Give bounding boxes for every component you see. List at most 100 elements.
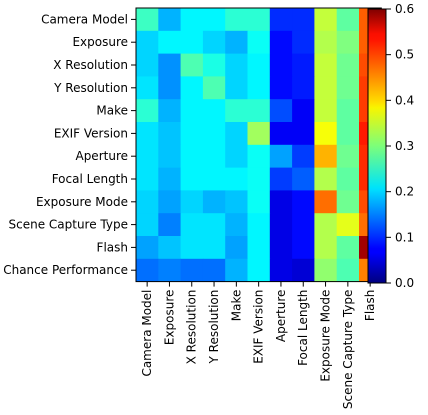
row-label: Make	[96, 104, 128, 118]
heatmap-cell	[136, 122, 159, 146]
heatmap-cell	[292, 30, 315, 54]
heatmap-cell	[269, 236, 293, 260]
column-label: Flash	[363, 290, 377, 321]
heatmap-cell	[269, 30, 293, 54]
heatmap-cell	[314, 190, 338, 214]
heatmap-cell	[314, 213, 338, 237]
heatmap-cell	[225, 213, 248, 237]
heatmap-cell	[247, 76, 271, 100]
heatmap-cell	[202, 236, 226, 260]
heatmap-cell	[158, 122, 181, 146]
heatmap-cell	[269, 8, 293, 32]
heatmap-cell	[292, 122, 315, 146]
heatmap-cell	[180, 53, 204, 77]
heatmap-cell	[202, 144, 226, 168]
heatmap-cell	[136, 8, 159, 32]
heatmap-cell	[158, 190, 181, 214]
heatmap-cell	[336, 167, 360, 191]
heatmap-cell	[202, 76, 226, 100]
heatmap-cell	[158, 236, 181, 260]
heatmap-cell	[202, 190, 226, 214]
heatmap-cell	[269, 122, 293, 146]
heatmap-cell	[158, 213, 181, 237]
column-labels: Camera Model Exposure X Resolution Y Resolu…	[140, 281, 377, 410]
heatmap-cell	[202, 258, 226, 282]
heatmap-cell	[336, 99, 360, 123]
row-labels: Camera Model Exposure X Resolution Y Resolu…	[3, 12, 136, 277]
column-label: EXIF Version	[252, 290, 266, 364]
column-label: Y Resolution	[207, 290, 221, 365]
colorbar-tick-label: 0.4	[395, 93, 414, 107]
heatmap-cell	[202, 30, 226, 54]
heatmap-cell	[247, 236, 271, 260]
heatmap-cell	[292, 144, 315, 168]
row-label: Exposure Mode	[36, 195, 128, 209]
heatmap-cell	[225, 30, 248, 54]
heatmap-cell	[314, 30, 338, 54]
heatmap-cell	[225, 258, 248, 282]
heatmap-cell	[292, 53, 315, 77]
heatmap-cell	[269, 99, 293, 123]
heatmap-cell	[202, 99, 226, 123]
heatmap-cell	[247, 258, 271, 282]
heatmap-cell	[158, 144, 181, 168]
column-label: Make	[229, 290, 243, 322]
heatmap-cell	[247, 99, 271, 123]
column-label: Exposure Mode	[319, 290, 333, 382]
heatmap-cell	[180, 167, 204, 191]
colorbar-tick-label: 0.6	[395, 2, 414, 16]
heatmap-cell	[336, 76, 360, 100]
heatmap-cell	[180, 8, 204, 32]
heatmap-cell	[225, 236, 248, 260]
heatmap-cell	[136, 190, 159, 214]
heatmap-cell	[180, 258, 204, 282]
heatmap-cell	[336, 258, 360, 282]
row-label: X Resolution	[53, 58, 128, 72]
heatmap-cell	[269, 213, 293, 237]
heatmap-cell	[180, 76, 204, 100]
heatmap-cell	[269, 167, 293, 191]
row-label: Aperture	[75, 149, 128, 163]
colorbar-gradient	[367, 8, 387, 284]
heatmap-cell	[225, 8, 248, 32]
heatmap-cell	[247, 122, 271, 146]
heatmap-cell	[158, 53, 181, 77]
heatmap-cell	[292, 258, 315, 282]
heatmap-cell	[314, 122, 338, 146]
heatmap-cell	[136, 144, 159, 168]
colorbar: 0.0 0.1 0.2 0.3 0.4 0.5 0.6	[367, 2, 414, 290]
row-label: Scene Capture Type	[9, 218, 129, 232]
heatmap-cell	[136, 53, 159, 77]
heatmap-cell	[158, 76, 181, 100]
heatmap-cell	[336, 30, 360, 54]
heatmap-cell	[269, 258, 293, 282]
heatmap-cell	[158, 8, 181, 32]
column-label: Aperture	[274, 290, 288, 343]
column-label: X Resolution	[185, 290, 199, 365]
heatmap-cell	[158, 167, 181, 191]
heatmap-cell	[292, 190, 315, 214]
heatmap-cell	[314, 258, 338, 282]
heatmap-cell	[225, 190, 248, 214]
heatmap-cell	[247, 30, 271, 54]
heatmap-cell	[269, 76, 293, 100]
heatmap-cell	[180, 236, 204, 260]
column-label: Scene Capture Type	[341, 290, 355, 410]
row-label: Y Resolution	[53, 81, 128, 95]
heatmap-cell	[269, 144, 293, 168]
heatmap-cell	[292, 213, 315, 237]
heatmap-cell	[180, 144, 204, 168]
heatmap-cell	[269, 53, 293, 77]
heatmap-cell	[314, 53, 338, 77]
heatmap-cell	[202, 8, 226, 32]
heatmap-cell	[136, 258, 159, 282]
heatmap-cell	[202, 122, 226, 146]
heatmap-cell	[314, 76, 338, 100]
colorbar-tick-label: 0.0	[395, 276, 414, 290]
heatmap-cell	[225, 53, 248, 77]
heatmap-cell	[136, 213, 159, 237]
heatmap-cell	[225, 144, 248, 168]
colorbar-tick-label: 0.5	[395, 48, 414, 62]
heatmap-cell	[136, 30, 159, 54]
